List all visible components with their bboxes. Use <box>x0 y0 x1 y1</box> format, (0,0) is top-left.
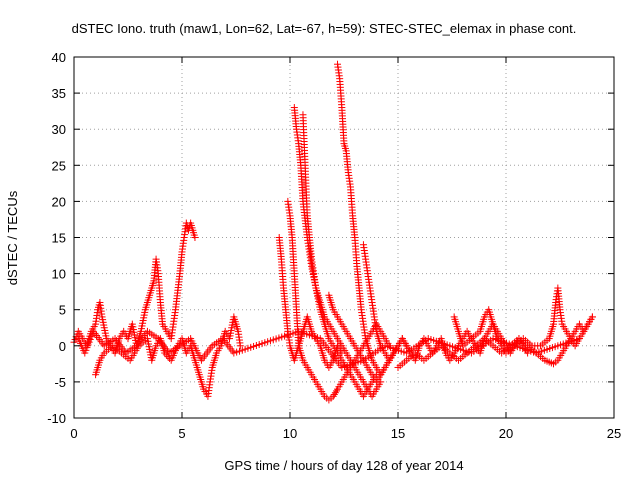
data-point <box>236 342 244 350</box>
y-tick-label: -10 <box>47 411 66 426</box>
data-points <box>70 60 596 404</box>
y-tick-label: 40 <box>52 50 66 65</box>
y-tick-label: -5 <box>54 375 66 390</box>
data-point <box>575 335 583 343</box>
x-tick-label: 10 <box>283 426 297 441</box>
x-tick-label: 25 <box>607 426 621 441</box>
y-tick-label: 5 <box>59 303 66 318</box>
chart-title: dSTEC Iono. truth (maw1, Lon=62, Lat=-67… <box>72 21 577 36</box>
data-point <box>331 389 339 397</box>
axis-ticks <box>73 56 615 419</box>
y-tick-label: 35 <box>52 86 66 101</box>
x-axis-label: GPS time / hours of day 128 of year 2014 <box>224 458 463 473</box>
x-tick-label: 5 <box>178 426 185 441</box>
data-point-interp <box>330 391 338 399</box>
y-tick-label: 0 <box>59 339 66 354</box>
y-tick-label: 25 <box>52 158 66 173</box>
y-tick-label: 30 <box>52 122 66 137</box>
y-tick-label: 20 <box>52 194 66 209</box>
x-tick-label: 15 <box>391 426 405 441</box>
y-tick-label: 15 <box>52 231 66 246</box>
data-point <box>191 234 199 241</box>
data-point <box>588 313 596 321</box>
x-tick-label: 20 <box>499 426 513 441</box>
x-tick-label: 0 <box>70 426 77 441</box>
data-point-interp <box>332 387 340 395</box>
data-point <box>329 392 337 400</box>
y-tick-label: 10 <box>52 267 66 282</box>
y-axis-label: dSTEC / TECUs <box>5 190 20 285</box>
grid-lines <box>74 57 614 418</box>
